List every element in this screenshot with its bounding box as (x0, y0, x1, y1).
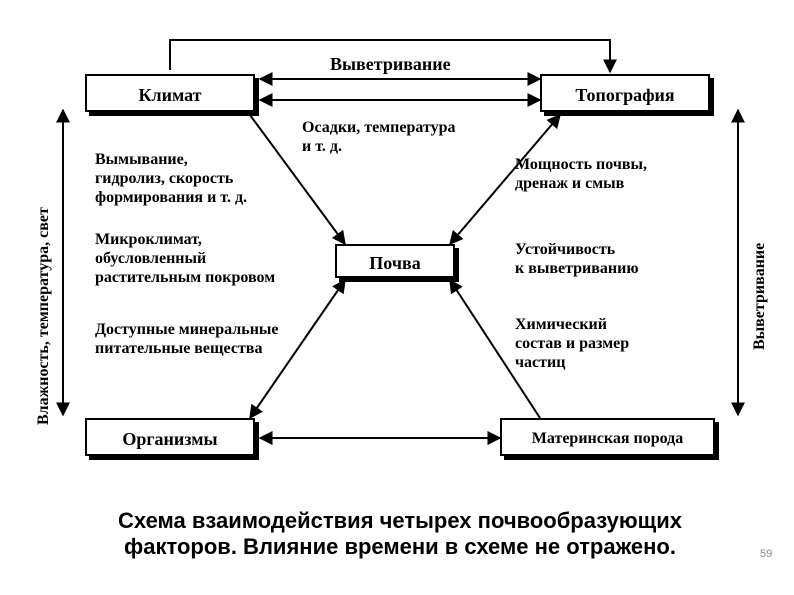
node-soil: Почва (335, 244, 455, 278)
caption-text: Схема взаимодействия четырех почвообразу… (50, 508, 750, 560)
node-topography: Топография (540, 74, 710, 112)
label-leaching: Вымывание,гидролиз, скоростьформирования… (95, 150, 247, 208)
node-climate: Климат (85, 74, 255, 112)
node-parent-rock: Материнская порода (500, 418, 715, 456)
label-microclimate: Микроклимат,обусловленныйрастительным по… (95, 230, 275, 288)
label-precip: Осадки, температураи т. д. (302, 118, 455, 156)
label-weathering-top: Выветривание (330, 54, 451, 76)
diagram-canvas: Климат Топография Почва Организмы Матери… (0, 0, 794, 595)
label-resist: Устойчивостьк выветриванию (515, 240, 639, 278)
node-organisms: Организмы (85, 418, 255, 456)
label-chem: Химическийсостав и размерчастиц (515, 315, 629, 373)
page-number: 59 (760, 548, 772, 560)
label-left-vertical: Влажность, температура, свет (36, 105, 52, 425)
label-soil-depth: Мощность почвы,дренаж и смыв (515, 155, 647, 193)
label-right-vertical: Выветривание (752, 190, 768, 350)
label-nutrients: Доступные минеральныепитательные веществ… (95, 320, 279, 358)
